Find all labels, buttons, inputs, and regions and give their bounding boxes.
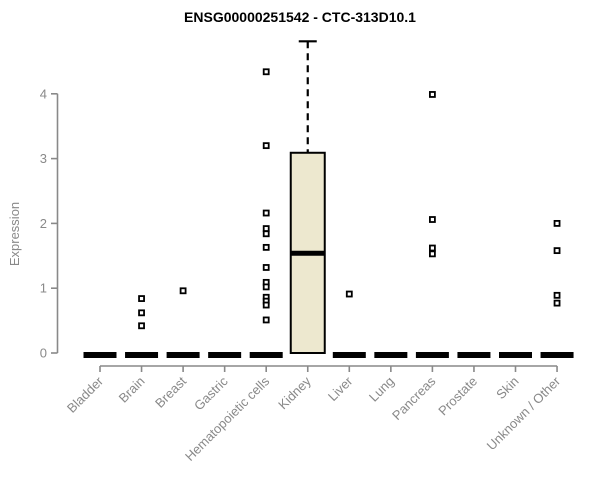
data-point bbox=[428, 216, 436, 223]
data-point bbox=[262, 225, 270, 232]
x-category-label: Unknown / Other bbox=[484, 373, 564, 453]
x-category-label: Skin bbox=[493, 374, 521, 402]
y-tick-label: 4 bbox=[40, 86, 47, 101]
y-tick-label: 1 bbox=[40, 281, 47, 296]
x-category-label: Breast bbox=[152, 373, 189, 410]
data-point bbox=[138, 322, 145, 330]
x-category-label: Bladder bbox=[64, 373, 107, 416]
data-point bbox=[138, 295, 145, 302]
data-point bbox=[262, 142, 270, 150]
data-point bbox=[262, 283, 270, 291]
data-point bbox=[262, 264, 270, 271]
y-tick-label: 0 bbox=[40, 346, 47, 361]
data-point bbox=[553, 247, 561, 255]
y-tick-label: 2 bbox=[40, 216, 47, 231]
data-point bbox=[345, 290, 353, 298]
data-point bbox=[553, 219, 561, 227]
x-category-label: Pancreas bbox=[389, 373, 439, 423]
data-point bbox=[138, 309, 145, 317]
data-point bbox=[428, 91, 436, 98]
x-category-label: Kidney bbox=[275, 373, 314, 412]
data-point bbox=[262, 316, 270, 324]
data-point bbox=[553, 291, 561, 299]
x-category-label: Liver bbox=[325, 373, 356, 404]
x-category-label: Brain bbox=[116, 374, 148, 406]
y-tick-label: 3 bbox=[40, 151, 47, 166]
data-point bbox=[262, 230, 270, 238]
data-point bbox=[262, 243, 270, 251]
data-point bbox=[428, 250, 436, 258]
data-point bbox=[262, 68, 270, 76]
data-point bbox=[179, 287, 187, 295]
data-point bbox=[262, 301, 270, 309]
chart-title: ENSG00000251542 - CTC-313D10.1 bbox=[184, 9, 416, 25]
data-point bbox=[262, 209, 270, 217]
x-category-label: Gastric bbox=[191, 373, 231, 413]
x-category-label: Lung bbox=[366, 374, 397, 405]
data-point bbox=[428, 244, 436, 252]
data-point bbox=[553, 299, 561, 307]
x-category-label: Prostate bbox=[435, 374, 480, 419]
